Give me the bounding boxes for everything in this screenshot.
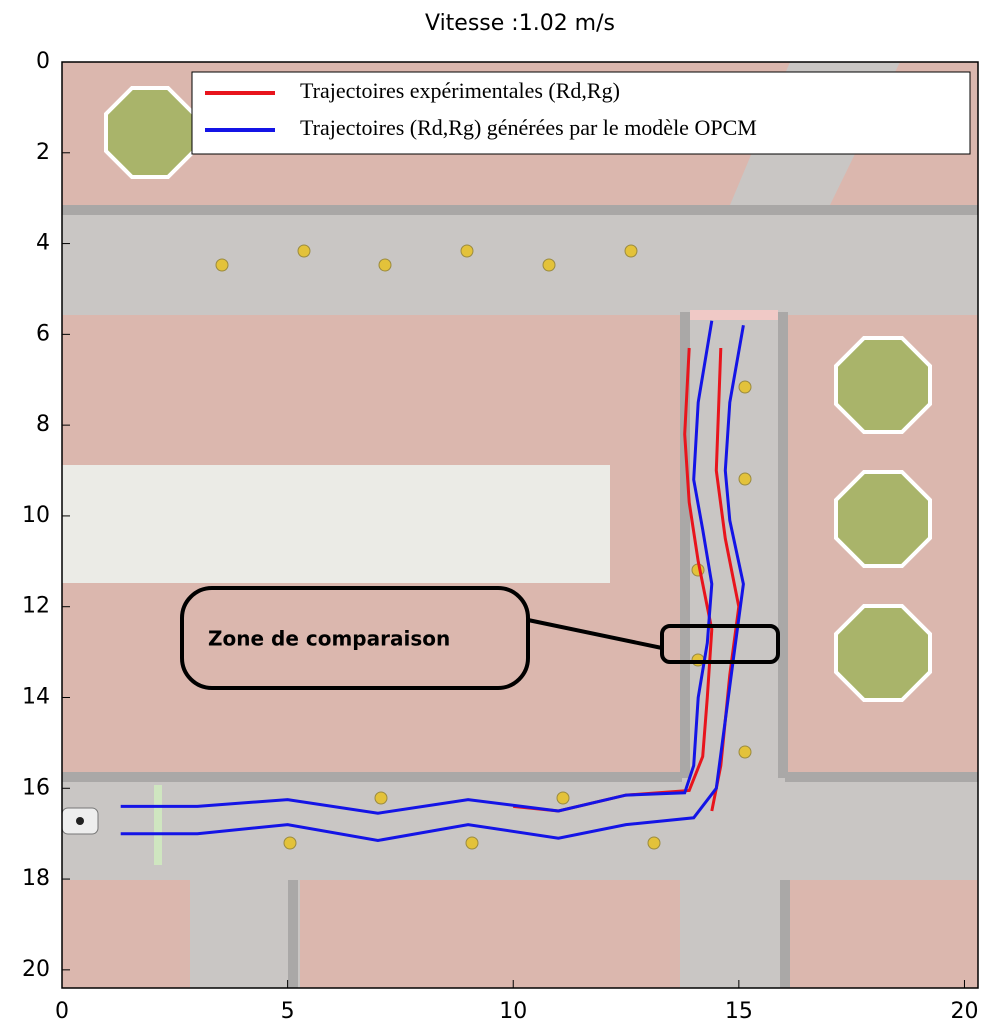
y-tick-label: 14 <box>22 684 50 709</box>
x-tick-label: 15 <box>725 999 753 1024</box>
y-tick-label: 8 <box>36 412 50 437</box>
annotation: Zone de comparaison <box>180 586 780 690</box>
y-tick-label: 6 <box>36 321 50 346</box>
x-tick-label: 5 <box>281 999 295 1024</box>
legend-label: Trajectoires (Rd,Rg) générées par le mod… <box>300 115 757 140</box>
annotation-box <box>180 586 530 690</box>
annotation-text: Zone de comparaison <box>208 627 450 651</box>
trajectory-line <box>120 320 714 815</box>
trajectory-line <box>120 325 745 843</box>
chart-title: Vitesse :1.02 m/s <box>425 11 615 36</box>
plot-frame <box>61 61 979 989</box>
y-tick-label: 20 <box>22 957 50 982</box>
legend-box <box>191 71 971 155</box>
y-tick-label: 12 <box>22 594 50 619</box>
y-tick-label: 10 <box>22 503 50 528</box>
y-tick-label: 4 <box>36 231 50 256</box>
map-background <box>62 62 978 988</box>
y-tick-label: 18 <box>22 866 50 891</box>
x-tick-label: 20 <box>950 999 978 1024</box>
y-tick-label: 0 <box>36 49 50 74</box>
legend: Trajectoires expérimentales (Rd,Rg) Traj… <box>191 71 971 155</box>
x-tick-label: 10 <box>499 999 527 1024</box>
legend-label: Trajectoires expérimentales (Rd,Rg) <box>300 78 620 103</box>
annotation-arrow <box>527 618 663 650</box>
y-tick-label: 2 <box>36 140 50 165</box>
x-tick-label: 0 <box>55 999 69 1024</box>
y-tick-label: 16 <box>22 775 50 800</box>
comparison-zone <box>660 624 780 664</box>
plot-marks <box>120 320 745 843</box>
